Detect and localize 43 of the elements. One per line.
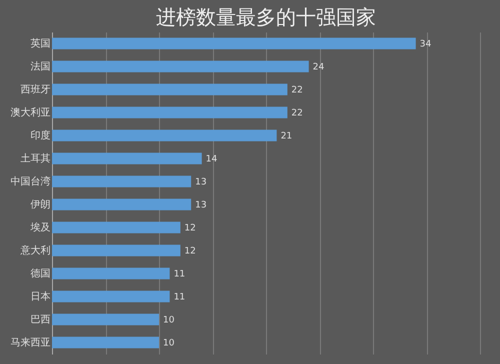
- bar: [52, 244, 180, 256]
- y-tick-label: 日本: [30, 290, 50, 302]
- bar: [52, 38, 416, 50]
- y-tick-label: 法国: [30, 60, 50, 72]
- bar: [52, 130, 277, 142]
- y-tick-label: 意大利: [20, 244, 50, 256]
- y-tick-label: 土耳其: [20, 152, 50, 164]
- y-tick-label: 西班牙: [20, 84, 50, 96]
- data-label: 11: [174, 292, 186, 302]
- y-tick-label: 德国: [30, 268, 50, 280]
- bar: [52, 336, 159, 348]
- data-label: 10: [163, 316, 175, 326]
- y-tick-label: 巴西: [30, 314, 50, 326]
- y-tick-label: 伊朗: [30, 198, 50, 210]
- y-tick-label: 澳大利亚: [10, 106, 50, 118]
- bar: [52, 222, 180, 234]
- bar: [52, 268, 170, 280]
- bar: [52, 176, 192, 188]
- bar: [52, 84, 288, 96]
- data-label: 12: [184, 224, 196, 234]
- data-label: 13: [195, 200, 207, 210]
- bar: [52, 106, 288, 118]
- data-label: 21: [280, 132, 292, 142]
- chart-title: 进榜数量最多的十强国家: [156, 5, 376, 29]
- y-tick-label: 埃及: [30, 222, 50, 234]
- data-label: 22: [291, 86, 303, 96]
- data-label: 22: [291, 108, 303, 118]
- bar: [52, 198, 192, 210]
- y-tick-label: 中国台湾: [10, 176, 50, 188]
- data-label: 14: [206, 154, 218, 164]
- y-tick-label: 英国: [30, 38, 50, 50]
- data-label: 34: [420, 40, 432, 50]
- data-label: 24: [312, 62, 325, 72]
- data-label: 12: [184, 246, 196, 256]
- data-label: 11: [174, 270, 186, 280]
- y-tick-label: 印度: [30, 130, 50, 142]
- bar: [52, 60, 309, 72]
- data-label: 10: [163, 338, 175, 348]
- data-label: 13: [195, 178, 207, 188]
- y-tick-label: 马来西亚: [10, 336, 50, 348]
- bar: [52, 152, 202, 164]
- bar: [52, 290, 170, 302]
- bar: [52, 314, 159, 326]
